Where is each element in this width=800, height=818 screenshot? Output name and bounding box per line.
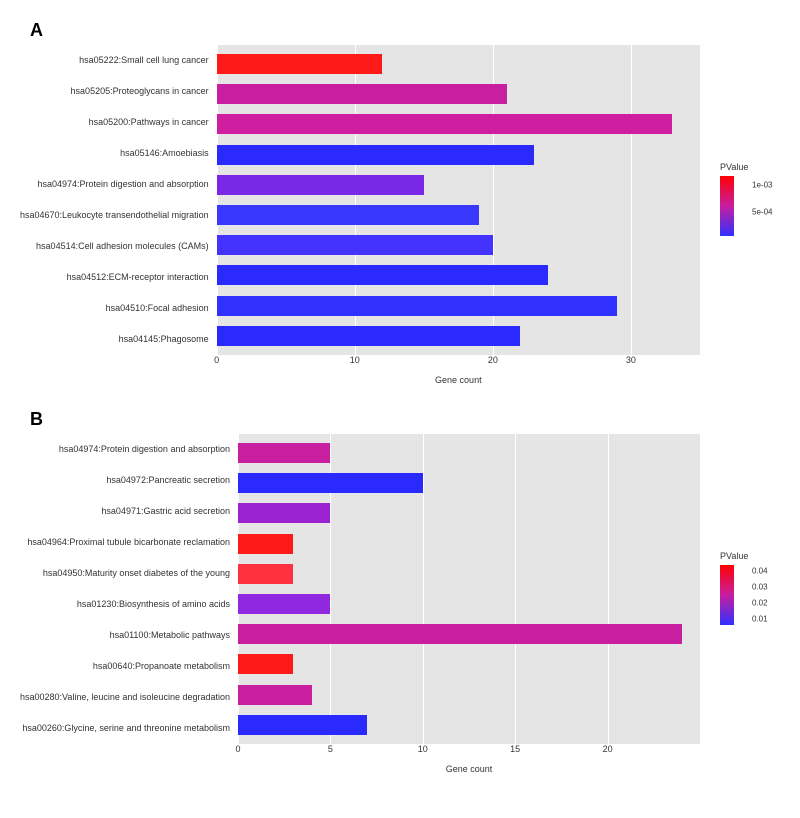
category-label: hsa00640:Propanoate metabolism: [20, 662, 230, 672]
category-label: hsa05222:Small cell lung cancer: [20, 56, 209, 66]
bar: [217, 84, 507, 104]
bar: [217, 205, 479, 225]
bar-row: [238, 443, 700, 463]
bar-row: [217, 114, 700, 134]
category-label: hsa04971:Gastric acid secretion: [20, 507, 230, 517]
bar-row: [238, 564, 700, 584]
category-label: hsa04974:Protein digestion and absorptio…: [20, 445, 230, 455]
bar: [238, 534, 293, 554]
legend-colorbar: [720, 565, 734, 625]
legend-tick-label: 0.02: [752, 598, 768, 607]
x-tick: 30: [626, 355, 636, 365]
legend-tick-label: 1e-03: [752, 181, 772, 190]
legend-tick-label: 0.04: [752, 567, 768, 576]
bar-row: [238, 624, 700, 644]
x-axis: 0 5 10 15 20: [238, 744, 700, 758]
x-tick: 0: [214, 355, 219, 365]
bar-row: [217, 265, 700, 285]
category-label: hsa05200:Pathways in cancer: [20, 118, 209, 128]
bar: [238, 624, 682, 644]
bar-row: [238, 685, 700, 705]
bar: [238, 594, 330, 614]
bar-row: [238, 534, 700, 554]
legend-title: PValue: [720, 551, 748, 561]
bar: [238, 654, 293, 674]
x-tick: 15: [510, 744, 520, 754]
category-label: hsa00260:Glycine, serine and threonine m…: [20, 724, 230, 734]
legend: PValue1e-035e-04: [720, 162, 780, 238]
category-label: hsa04145:Phagosome: [20, 335, 209, 345]
bar-row: [217, 326, 700, 346]
x-axis-title: Gene count: [435, 375, 482, 385]
category-label: hsa04670:Leukocyte transendothelial migr…: [20, 211, 209, 221]
category-label: hsa00280:Valine, leucine and isoleucine …: [20, 693, 230, 703]
bar-row: [217, 175, 700, 195]
bar-row: [217, 205, 700, 225]
category-label: hsa05146:Amoebiasis: [20, 149, 209, 159]
legend-title: PValue: [720, 162, 748, 172]
x-axis: 0 10 20 30: [217, 355, 700, 369]
bar: [238, 503, 330, 523]
chart-panel: hsa05222:Small cell lung cancer hsa05205:…: [20, 45, 780, 355]
bar: [238, 443, 330, 463]
x-axis-title: Gene count: [446, 764, 493, 774]
legend-colorbar: [720, 176, 734, 236]
legend-tick-label: 0.01: [752, 615, 768, 624]
bar-row: [217, 296, 700, 316]
bar-row: [238, 473, 700, 493]
category-label: hsa04974:Protein digestion and absorptio…: [20, 180, 209, 190]
bar: [217, 175, 424, 195]
x-tick: 20: [603, 744, 613, 754]
bars-container: [217, 45, 700, 355]
x-tick: 5: [328, 744, 333, 754]
bars-container: [238, 434, 700, 744]
category-label: hsa04510:Focal adhesion: [20, 304, 209, 314]
legend-row: 1e-035e-04: [720, 176, 734, 238]
bar: [217, 54, 383, 74]
panel-label: A: [30, 20, 780, 41]
legend: PValue0.040.030.020.01: [720, 551, 780, 627]
bar: [217, 145, 535, 165]
bar: [217, 296, 617, 316]
bar: [217, 265, 548, 285]
category-label: hsa04972:Pancreatic secretion: [20, 476, 230, 486]
x-tick: 10: [350, 355, 360, 365]
x-tick: 10: [418, 744, 428, 754]
bar-row: [238, 654, 700, 674]
bar-row: [217, 145, 700, 165]
chart-panel: hsa04974:Protein digestion and absorptio…: [20, 434, 780, 744]
bar: [217, 114, 673, 134]
y-axis-labels: hsa04974:Protein digestion and absorptio…: [20, 434, 234, 744]
bar: [238, 715, 367, 735]
bar-row: [238, 715, 700, 735]
category-label: hsa01100:Metabolic pathways: [20, 631, 230, 641]
legend-tick-label: 0.03: [752, 583, 768, 592]
category-label: hsa04512:ECM-receptor interaction: [20, 273, 209, 283]
category-label: hsa04950:Maturity onset diabetes of the …: [20, 569, 230, 579]
bar-row: [217, 235, 700, 255]
category-label: hsa04514:Cell adhesion molecules (CAMs): [20, 242, 209, 252]
panel-label: B: [30, 409, 780, 430]
category-label: hsa05205:Proteoglycans in cancer: [20, 87, 209, 97]
bar-row: [217, 84, 700, 104]
x-tick: 0: [235, 744, 240, 754]
legend-tick-label: 5e-04: [752, 208, 772, 217]
category-label: hsa01230:Biosynthesis of amino acids: [20, 600, 230, 610]
bar: [217, 235, 493, 255]
bar: [238, 685, 312, 705]
bar: [238, 473, 423, 493]
plot-area: 0102030Gene count: [217, 45, 700, 355]
bar-row: [238, 503, 700, 523]
bar-row: [238, 594, 700, 614]
y-axis-labels: hsa05222:Small cell lung cancer hsa05205:…: [20, 45, 213, 355]
bar-row: [217, 54, 700, 74]
plot-area: 05101520Gene count: [238, 434, 700, 744]
bar: [238, 564, 293, 584]
legend-row: 0.040.030.020.01: [720, 565, 734, 627]
bar: [217, 326, 521, 346]
category-label: hsa04964:Proximal tubule bicarbonate rec…: [20, 538, 230, 548]
x-tick: 20: [488, 355, 498, 365]
